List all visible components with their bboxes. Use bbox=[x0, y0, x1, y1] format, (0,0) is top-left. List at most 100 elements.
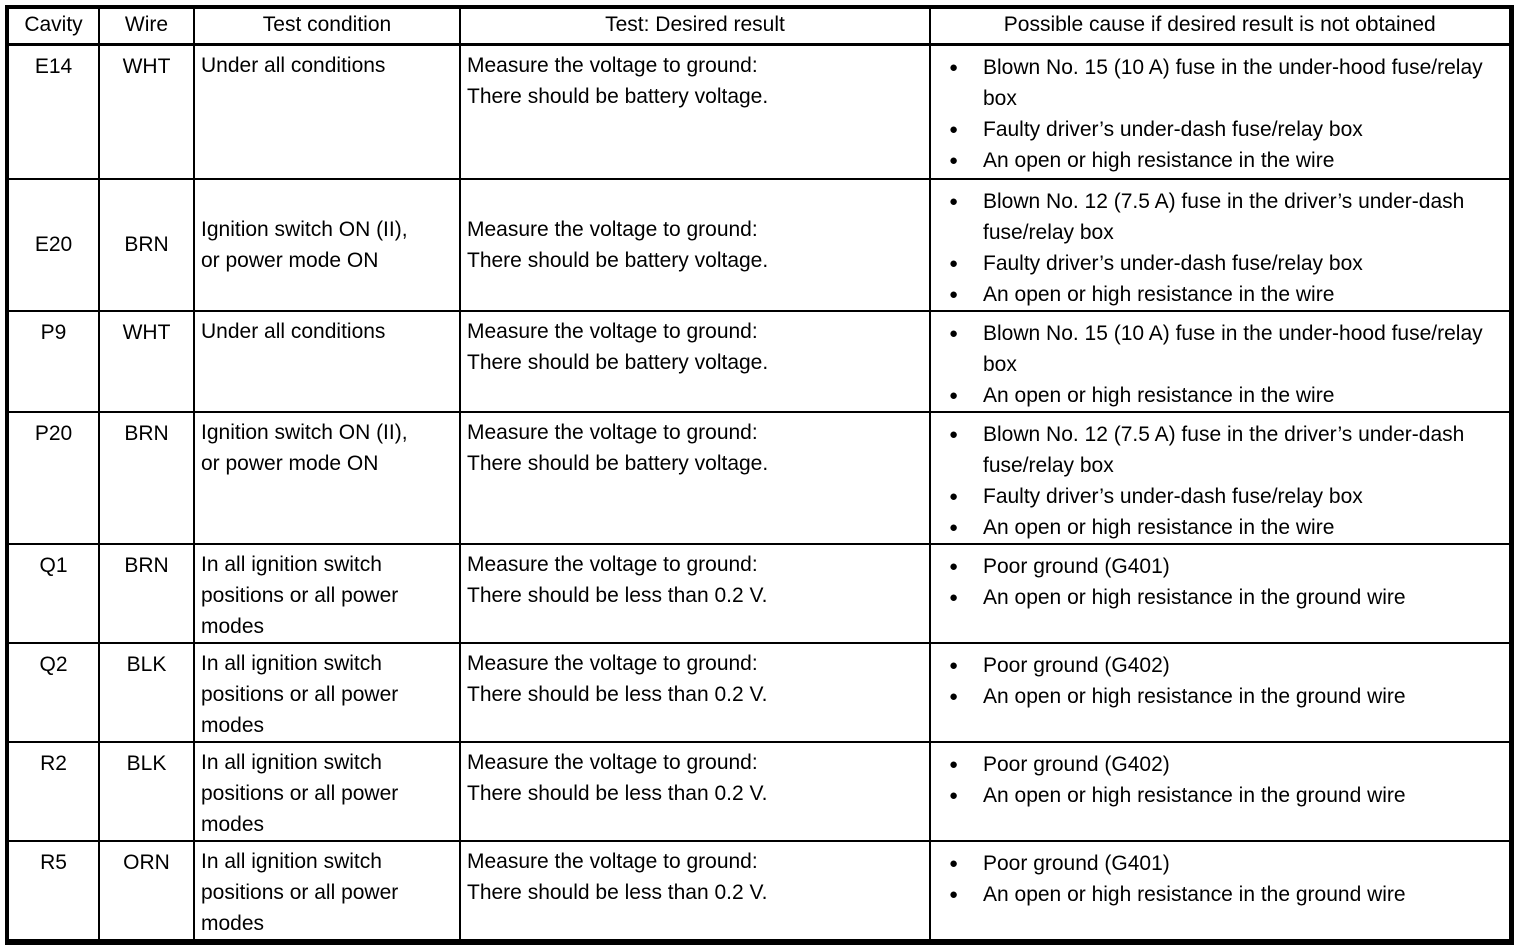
test-condition-value: In all ignition switch positions or all … bbox=[193, 542, 461, 644]
bullet-icon: ● bbox=[949, 755, 959, 773]
cavity-value: P20 bbox=[6, 410, 100, 545]
bullet-icon: ● bbox=[949, 656, 959, 674]
header-test-condition: Test condition bbox=[193, 6, 461, 46]
wire-color-value: BLK bbox=[98, 740, 195, 842]
cavity-value: R5 bbox=[6, 839, 100, 943]
desired-result-value: Measure the voltage to ground: There sho… bbox=[459, 43, 931, 180]
desired-result-value: Measure the voltage to ground: There sho… bbox=[459, 839, 931, 943]
bullet-icon: ● bbox=[949, 557, 959, 575]
cause-item: ● Blown No. 12 (7.5 A) fuse in the driver… bbox=[932, 419, 1503, 481]
cause-item: ● Blown No. 12 (7.5 A) fuse in the driver… bbox=[932, 186, 1503, 248]
cause-text: An open or high resistance in the wire bbox=[983, 282, 1335, 306]
desired-result-value: Measure the voltage to ground: There sho… bbox=[459, 309, 931, 413]
bullet-icon: ● bbox=[949, 786, 959, 804]
bullet-icon: ● bbox=[949, 687, 959, 705]
cause-text: Poor ground (G401) bbox=[983, 851, 1170, 875]
causes-list: ● Poor ground (G401) ● An open or high res… bbox=[932, 843, 1509, 910]
cause-item: ● An open or high resistance in the wire bbox=[932, 512, 1503, 542]
desired-result-value: Measure the voltage to ground: There sho… bbox=[459, 641, 931, 743]
cause-item: ● Poor ground (G402) bbox=[932, 749, 1503, 780]
possible-causes-cell: ● Poor ground (G402) ● An open or high res… bbox=[929, 740, 1512, 842]
test-condition-value: Under all conditions bbox=[193, 43, 461, 180]
test-condition-value: Ignition switch ON (II), or power mode O… bbox=[193, 410, 461, 545]
causes-list: ● Poor ground (G402) ● An open or high res… bbox=[932, 744, 1509, 811]
cause-item: ● Poor ground (G401) bbox=[932, 551, 1503, 582]
cause-item: ● An open or high resistance in the wire bbox=[932, 380, 1503, 410]
causes-list: ● Blown No. 12 (7.5 A) fuse in the driver… bbox=[932, 181, 1509, 309]
cause-item: ● Blown No. 15 (10 A) fuse in the under-h… bbox=[932, 52, 1503, 114]
header-wire: Wire bbox=[98, 6, 195, 46]
connector-test-table: Cavity Wire Test condition Test: Desired… bbox=[5, 5, 1514, 945]
table-row: R5 ORN In all ignition switch positions … bbox=[6, 839, 1512, 943]
test-condition-value: Ignition switch ON (II), or power mode O… bbox=[193, 177, 461, 312]
cause-item: ● Faulty driver’s under-dash fuse/relay b… bbox=[932, 481, 1503, 512]
table-row: E20 BRN Ignition switch ON (II), or powe… bbox=[6, 177, 1512, 312]
cause-item: ● Faulty driver’s under-dash fuse/relay b… bbox=[932, 114, 1503, 145]
cause-text: An open or high resistance in the ground… bbox=[983, 585, 1406, 609]
cause-text: Faulty driver’s under-dash fuse/relay bo… bbox=[983, 118, 1363, 141]
table-header-row: Cavity Wire Test condition Test: Desired… bbox=[6, 6, 1512, 46]
possible-causes-cell: ● Poor ground (G401) ● An open or high res… bbox=[929, 542, 1512, 644]
bullet-icon: ● bbox=[949, 152, 959, 169]
cavity-value: R2 bbox=[6, 740, 100, 842]
possible-causes-cell: ● Blown No. 12 (7.5 A) fuse in the driver… bbox=[929, 177, 1512, 312]
cause-text: Blown No. 15 (10 A) fuse in the under-ho… bbox=[983, 321, 1483, 376]
cause-text: Poor ground (G402) bbox=[983, 752, 1170, 776]
cause-text: Poor ground (G402) bbox=[983, 653, 1170, 677]
header-possible-cause: Possible cause if desired result is not … bbox=[929, 6, 1512, 46]
table-row: R2 BLK In all ignition switch positions … bbox=[6, 740, 1512, 842]
cavity-value: Q1 bbox=[6, 542, 100, 644]
possible-causes-cell: ● Blown No. 15 (10 A) fuse in the under-h… bbox=[929, 309, 1512, 413]
cause-text: Poor ground (G401) bbox=[983, 554, 1170, 578]
desired-result-value: Measure the voltage to ground: There sho… bbox=[459, 542, 931, 644]
bullet-icon: ● bbox=[949, 518, 959, 536]
test-condition-value: In all ignition switch positions or all … bbox=[193, 839, 461, 943]
wire-color-value: BRN bbox=[98, 177, 195, 312]
cause-text: An open or high resistance in the wire bbox=[983, 149, 1335, 172]
bullet-icon: ● bbox=[949, 386, 959, 404]
wire-color-value: BRN bbox=[98, 542, 195, 644]
cause-item: ● An open or high resistance in the groun… bbox=[932, 681, 1503, 712]
causes-list: ● Blown No. 12 (7.5 A) fuse in the driver… bbox=[932, 414, 1509, 542]
header-cavity: Cavity bbox=[6, 6, 100, 46]
possible-causes-cell: ● Blown No. 15 (10 A) fuse in the under-h… bbox=[929, 43, 1512, 180]
table-row: E14 WHT Under all conditions Measure the… bbox=[6, 43, 1512, 180]
bullet-icon: ● bbox=[949, 487, 959, 505]
desired-result-value: Measure the voltage to ground: There sho… bbox=[459, 740, 931, 842]
causes-list: ● Poor ground (G402) ● An open or high res… bbox=[932, 645, 1509, 712]
cavity-value: P9 bbox=[6, 309, 100, 413]
bullet-icon: ● bbox=[949, 254, 959, 272]
cause-item: ● An open or high resistance in the groun… bbox=[932, 780, 1503, 811]
cavity-value: E14 bbox=[6, 43, 100, 180]
cause-text: An open or high resistance in the ground… bbox=[983, 882, 1406, 906]
bullet-icon: ● bbox=[949, 59, 959, 76]
header-desired-result: Test: Desired result bbox=[459, 6, 931, 46]
cause-text: Blown No. 15 (10 A) fuse in the under-ho… bbox=[983, 56, 1483, 110]
wire-color-value: WHT bbox=[98, 43, 195, 180]
cause-text: An open or high resistance in the wire bbox=[983, 383, 1335, 407]
causes-list: ● Blown No. 15 (10 A) fuse in the under-h… bbox=[932, 313, 1509, 410]
possible-causes-cell: ● Poor ground (G402) ● An open or high res… bbox=[929, 641, 1512, 743]
desired-result-value: Measure the voltage to ground: There sho… bbox=[459, 410, 931, 545]
wire-color-value: BLK bbox=[98, 641, 195, 743]
cause-text: Faulty driver’s under-dash fuse/relay bo… bbox=[983, 484, 1363, 508]
cause-item: ● Poor ground (G401) bbox=[932, 848, 1503, 879]
cavity-value: Q2 bbox=[6, 641, 100, 743]
bullet-icon: ● bbox=[949, 588, 959, 606]
desired-result-value: Measure the voltage to ground: There sho… bbox=[459, 177, 931, 312]
cause-item: ● An open or high resistance in the groun… bbox=[932, 582, 1503, 613]
possible-causes-cell: ● Poor ground (G401) ● An open or high res… bbox=[929, 839, 1512, 943]
possible-causes-cell: ● Blown No. 12 (7.5 A) fuse in the driver… bbox=[929, 410, 1512, 545]
table-row: Q2 BLK In all ignition switch positions … bbox=[6, 641, 1512, 743]
causes-list: ● Blown No. 15 (10 A) fuse in the under-h… bbox=[932, 47, 1509, 177]
cause-text: An open or high resistance in the ground… bbox=[983, 783, 1406, 807]
cause-text: Faulty driver’s under-dash fuse/relay bo… bbox=[983, 251, 1363, 275]
cause-item: ● Faulty driver’s under-dash fuse/relay b… bbox=[932, 248, 1503, 279]
cause-text: An open or high resistance in the wire bbox=[983, 515, 1335, 539]
bullet-icon: ● bbox=[949, 121, 959, 138]
cause-text: An open or high resistance in the ground… bbox=[983, 684, 1406, 708]
cause-item: ● An open or high resistance in the groun… bbox=[932, 879, 1503, 910]
cause-item: ● An open or high resistance in the wire bbox=[932, 279, 1503, 309]
cause-item: ● Blown No. 15 (10 A) fuse in the under-h… bbox=[932, 318, 1503, 380]
bullet-icon: ● bbox=[949, 192, 959, 210]
